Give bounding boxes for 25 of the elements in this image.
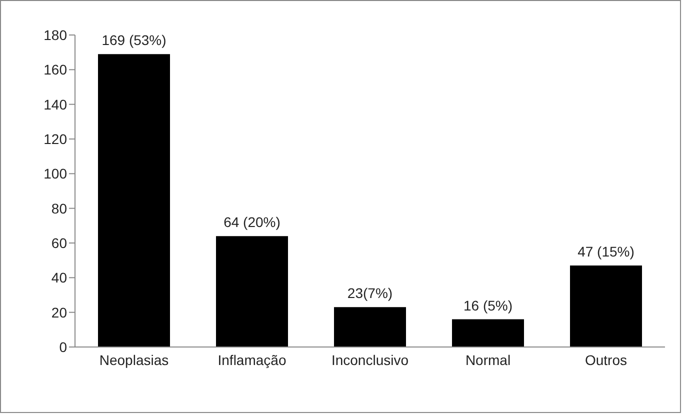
x-tick-label: Normal [465, 352, 511, 368]
bar [98, 54, 170, 347]
x-tick-label: Neoplasias [99, 352, 169, 368]
y-tick-label: 20 [51, 304, 68, 320]
bar [570, 266, 642, 347]
y-tick-label: 60 [51, 234, 68, 251]
y-tick-label: 140 [44, 96, 68, 112]
data-label: 47 (15%) [578, 244, 634, 260]
y-tick-label: 80 [51, 200, 68, 216]
data-label: 64 (20%) [224, 214, 280, 230]
bar [452, 319, 524, 347]
y-tick-label: 40 [51, 270, 68, 286]
y-tick-label: 120 [44, 130, 68, 147]
data-label: 169 (53%) [102, 32, 166, 48]
x-tick-label: Outros [584, 352, 628, 368]
x-tick-label: Inconclusivo [331, 352, 409, 368]
y-tick-label: 100 [44, 166, 68, 182]
y-tick-label: 0 [59, 338, 68, 355]
bar [216, 236, 288, 347]
data-label: 16 (5%) [463, 297, 513, 314]
data-label: 23(7%) [347, 285, 393, 302]
y-tick-label: 180 [44, 26, 68, 43]
y-tick-label: 160 [44, 62, 68, 78]
x-tick-label: Inflamação [218, 352, 286, 368]
bar [334, 307, 406, 347]
